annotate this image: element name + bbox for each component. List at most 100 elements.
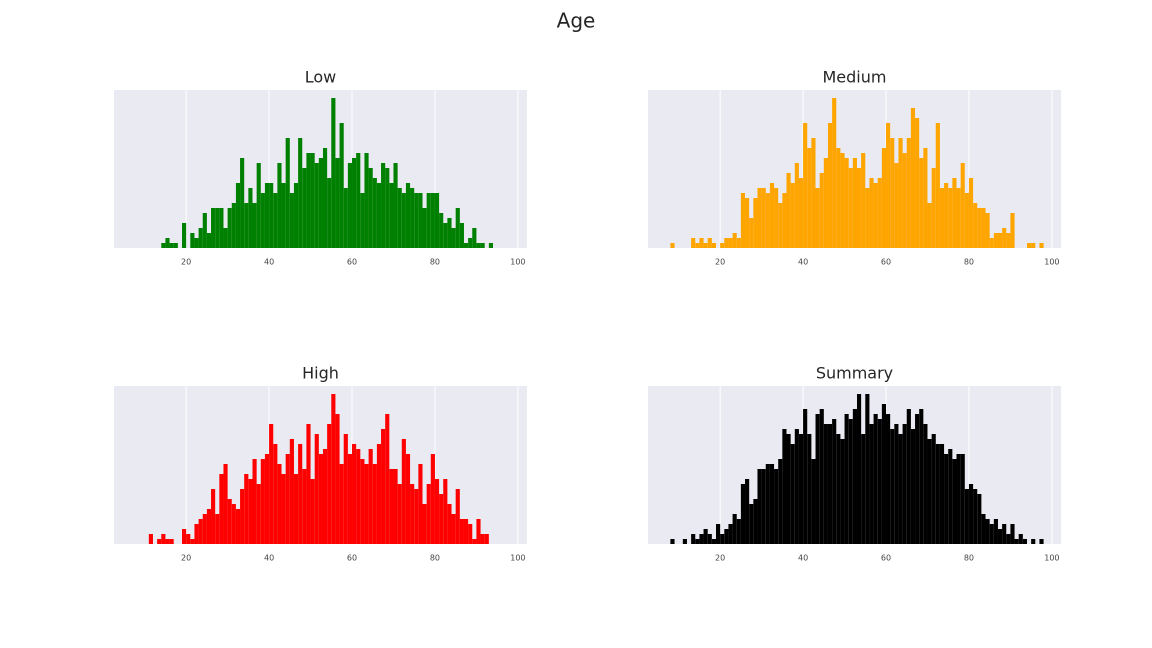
- x-tick-label: 40: [264, 258, 274, 267]
- bar: [761, 188, 766, 248]
- bar: [389, 469, 394, 544]
- bar: [227, 208, 232, 248]
- bar: [244, 203, 249, 248]
- bar: [327, 424, 332, 544]
- bar: [948, 449, 953, 544]
- bar: [931, 434, 936, 544]
- x-tick-label: 100: [1044, 258, 1059, 267]
- bar: [322, 449, 328, 544]
- bar: [815, 414, 820, 544]
- bar: [211, 489, 216, 544]
- bar: [886, 414, 891, 544]
- bar: [360, 193, 365, 248]
- bar: [169, 243, 174, 248]
- bar: [372, 178, 377, 248]
- bar: [302, 168, 307, 248]
- bar: [488, 243, 493, 248]
- bar: [318, 454, 323, 544]
- bar: [960, 163, 965, 248]
- bar: [985, 519, 990, 544]
- bar: [169, 539, 174, 544]
- bar: [939, 444, 945, 544]
- bar: [165, 238, 170, 248]
- bar: [339, 123, 344, 248]
- bar: [852, 409, 857, 544]
- bar: [1022, 539, 1027, 544]
- bar: [956, 188, 961, 248]
- bar: [414, 193, 419, 248]
- bar: [206, 509, 212, 544]
- bar: [798, 434, 804, 544]
- bar: [985, 213, 990, 248]
- bar: [410, 188, 415, 248]
- bar: [989, 238, 994, 248]
- bar: [194, 238, 199, 248]
- bar: [753, 499, 758, 544]
- bar: [240, 158, 245, 248]
- bar: [881, 148, 887, 248]
- bar: [865, 188, 870, 248]
- bar: [273, 193, 278, 248]
- bar: [944, 454, 949, 544]
- bar: [931, 168, 936, 248]
- bar: [451, 514, 456, 544]
- bar: [298, 138, 303, 248]
- bar: [468, 238, 473, 248]
- x-tick-label: 60: [881, 258, 891, 267]
- bar: [691, 534, 696, 544]
- bar: [289, 439, 294, 544]
- bar: [1010, 213, 1015, 248]
- bar: [736, 519, 741, 544]
- bar: [790, 444, 795, 544]
- x-tick-label: 20: [715, 258, 725, 267]
- bar: [182, 223, 187, 248]
- bar: [447, 504, 452, 544]
- bar: [306, 153, 311, 248]
- bar: [761, 469, 766, 544]
- bar: [728, 524, 733, 544]
- bar: [352, 158, 357, 248]
- bar: [736, 238, 741, 248]
- bar: [252, 459, 257, 544]
- bar: [803, 409, 808, 544]
- bar: [890, 138, 895, 248]
- bar: [422, 208, 427, 248]
- bar: [260, 193, 265, 248]
- bar: [227, 499, 232, 544]
- bar: [484, 534, 489, 544]
- bar: [165, 539, 170, 544]
- bar: [215, 514, 220, 544]
- x-tick-label: 60: [881, 554, 891, 563]
- bar: [695, 243, 700, 248]
- bar: [397, 484, 402, 544]
- bar: [327, 178, 332, 248]
- x-tick-label: 40: [798, 258, 808, 267]
- bar: [426, 484, 431, 544]
- bar: [728, 238, 733, 248]
- bar: [264, 454, 270, 544]
- bar: [360, 459, 365, 544]
- bar: [277, 163, 282, 248]
- bar: [368, 449, 373, 544]
- bar: [161, 534, 166, 544]
- bar: [202, 213, 207, 248]
- bar: [281, 474, 286, 544]
- bar: [293, 183, 299, 248]
- bar: [1031, 539, 1036, 544]
- bar: [844, 158, 849, 248]
- bar: [376, 183, 382, 248]
- bar: [927, 439, 932, 544]
- bar: [385, 168, 390, 248]
- bar: [219, 208, 224, 248]
- bar: [1014, 539, 1019, 544]
- bar: [161, 243, 166, 248]
- bar: [418, 193, 423, 248]
- bar: [364, 464, 369, 544]
- bar: [769, 183, 775, 248]
- bar: [894, 424, 899, 544]
- bar: [269, 183, 274, 248]
- x-tick-label: 100: [1044, 554, 1059, 563]
- bar: [910, 108, 916, 248]
- bar: [1006, 233, 1011, 248]
